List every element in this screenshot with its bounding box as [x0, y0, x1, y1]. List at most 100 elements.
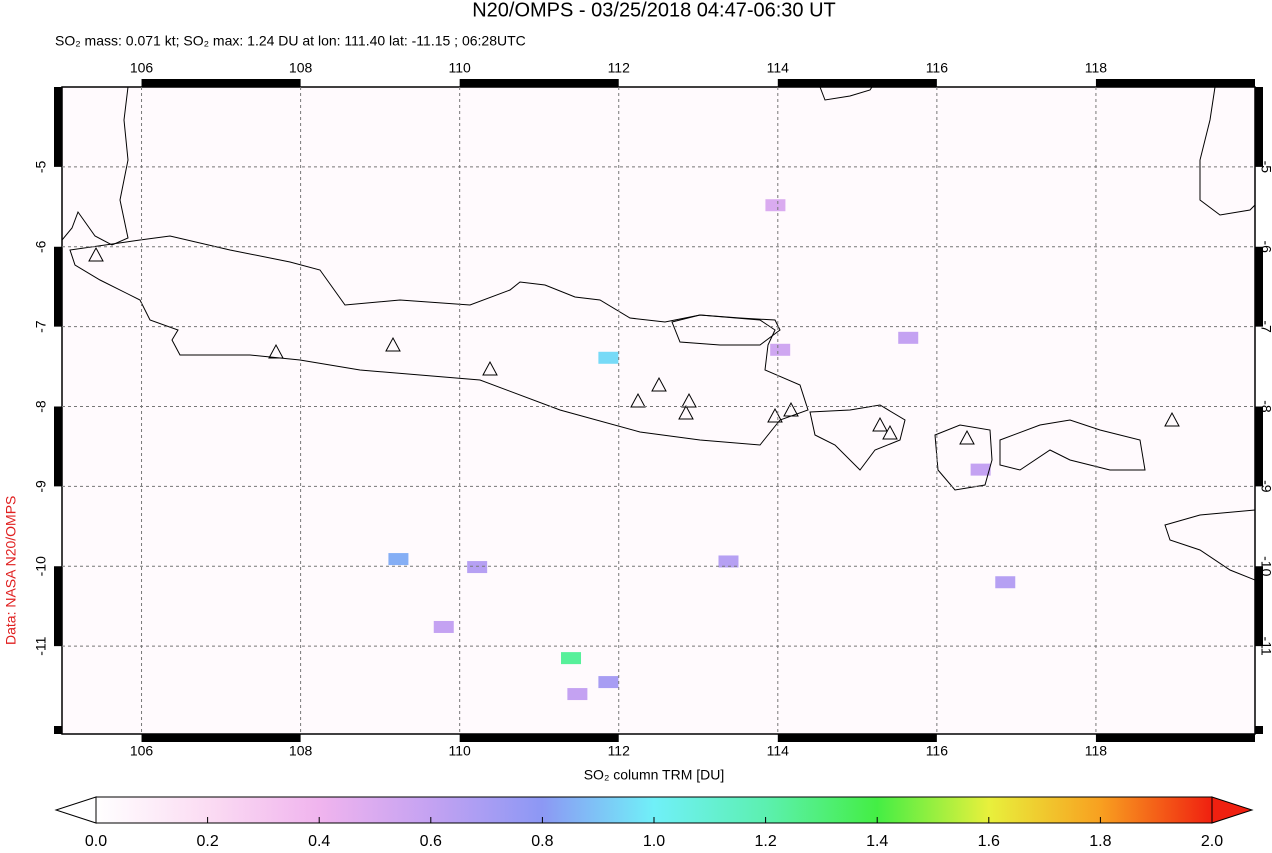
so2-pixel — [970, 463, 991, 476]
frame-bands — [54, 79, 1263, 742]
x-tick-label: 106 — [130, 743, 154, 759]
colorbar-over — [1211, 796, 1254, 824]
frame-band — [1255, 726, 1263, 734]
y-tick-label: -10 — [1258, 556, 1272, 576]
y-tick-label: -6 — [1258, 241, 1272, 254]
y-tick-label: -8 — [33, 400, 49, 413]
y-tick-label: -5 — [33, 160, 49, 173]
frame-band — [54, 246, 62, 327]
frame-band — [777, 79, 937, 87]
so2-layer — [388, 199, 1016, 701]
colorbar-tick-label: 1.8 — [1089, 833, 1111, 850]
frame-band — [141, 734, 301, 742]
x-tick-label: 110 — [449, 743, 472, 759]
lombok-coast — [934, 424, 993, 491]
frame-band — [54, 406, 62, 487]
colorbar-tick-label: 1.4 — [866, 833, 888, 850]
so2-pixel — [598, 676, 619, 689]
y-tick-label: -9 — [33, 480, 49, 493]
y-tick-label: -7 — [1258, 320, 1272, 333]
frame-band — [1095, 734, 1255, 742]
y-tick-label: -5 — [1258, 161, 1272, 174]
y-tick-label: -10 — [33, 556, 49, 576]
volcanoes — [88, 246, 1180, 445]
colorbar-tick-label: 1.6 — [978, 833, 1000, 850]
colorbar-tick-label: 1.0 — [643, 833, 665, 850]
sumbawa-coast — [999, 419, 1146, 471]
x-tick-label: 108 — [289, 743, 313, 759]
volcano — [678, 404, 694, 420]
x-tick-label: 114 — [767, 60, 790, 76]
y-tick-label: -6 — [33, 240, 49, 253]
frame-band — [1255, 566, 1263, 647]
frame-band — [459, 734, 619, 742]
frame-band — [1095, 79, 1255, 87]
frame-band — [777, 734, 937, 742]
frame-band — [459, 79, 619, 87]
x-tick-label: 106 — [130, 60, 154, 76]
so2-pixel — [561, 652, 582, 665]
so2-pixel — [598, 351, 619, 364]
so2-pixel — [898, 331, 919, 344]
y-tick-label: -11 — [1258, 637, 1272, 656]
subtitle: SO₂ mass: 0.071 kt; SO₂ max: 1.24 DU at … — [55, 33, 526, 49]
sulawesi-coast — [1199, 87, 1255, 216]
frame-band — [54, 87, 62, 167]
x-tick-label: 116 — [926, 60, 949, 76]
coastlines — [62, 87, 1255, 581]
bali-coast — [809, 404, 906, 471]
so2-pixel — [467, 561, 488, 574]
frame-band — [1255, 246, 1263, 327]
volcano — [88, 246, 104, 262]
so2-pixel — [718, 555, 739, 568]
colorbar-under — [54, 796, 97, 824]
borneo-coast — [819, 87, 873, 101]
java-coast — [69, 235, 809, 446]
title: N20/OMPS - 03/25/2018 04:47-06:30 UT — [472, 0, 836, 21]
x-tick-label: 108 — [289, 60, 313, 76]
so2-pixel — [765, 199, 786, 212]
x-tick-label: 112 — [608, 60, 631, 76]
so2-pixel — [388, 553, 409, 566]
colorbar-tick-label: 1.2 — [754, 833, 776, 850]
colorbar-tick-label: 0.8 — [531, 833, 553, 850]
colorbar-tick-label: 0.6 — [420, 833, 442, 850]
credit: Data: NASA N20/OMPS — [3, 496, 19, 645]
x-tick-label: 112 — [608, 743, 631, 759]
volcano — [482, 360, 498, 376]
frame-band — [1255, 406, 1263, 487]
colorbar-tick-label: 2.0 — [1201, 833, 1223, 850]
x-tick-label: 116 — [926, 743, 949, 759]
volcano — [385, 336, 401, 352]
volcano — [783, 401, 799, 417]
colorbar-label: SO₂ column TRM [DU] — [584, 767, 725, 783]
volcano — [872, 416, 888, 432]
so2-pixel — [770, 343, 791, 356]
colorbar-tick-label: 0.2 — [196, 833, 218, 850]
frame-band — [54, 726, 62, 734]
volcano — [1164, 411, 1180, 427]
volcano — [959, 429, 975, 445]
x-tick-label: 110 — [449, 60, 472, 76]
so2-pixel — [567, 688, 588, 701]
volcano — [882, 424, 898, 440]
sumatra-coast — [62, 87, 129, 246]
frame-band — [54, 566, 62, 647]
volcano — [651, 376, 667, 392]
y-tick-label: -9 — [1258, 480, 1272, 493]
madura-coast — [671, 314, 781, 346]
so2-pixel — [433, 620, 454, 633]
colorbar-tick-label: 0.4 — [308, 833, 330, 850]
volcano — [268, 343, 284, 359]
x-tick-label: 114 — [767, 743, 790, 759]
x-tick-label: 118 — [1085, 60, 1108, 76]
volcano — [767, 407, 783, 423]
map-background — [62, 87, 1255, 734]
frame-band — [141, 79, 301, 87]
y-tick-label: -8 — [1258, 400, 1272, 413]
x-tick-label: 118 — [1085, 743, 1108, 759]
colorbar-tick-label: 0.0 — [85, 833, 107, 850]
so2-pixel — [995, 576, 1016, 589]
sumba-coast — [1164, 509, 1255, 581]
